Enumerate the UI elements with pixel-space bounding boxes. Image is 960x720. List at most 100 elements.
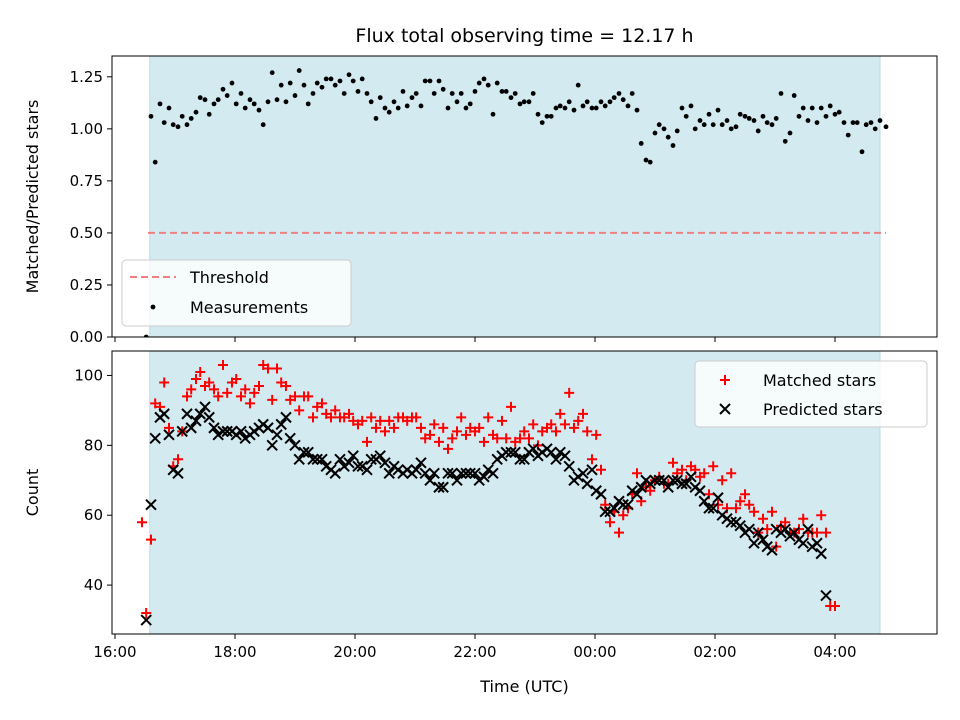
data-point: [724, 118, 730, 123]
axes-frame: [111, 55, 938, 338]
data-point: [265, 99, 271, 105]
data-point: [485, 82, 491, 88]
data-point: [805, 118, 811, 123]
data-point: [236, 391, 246, 402]
data-point: [618, 510, 629, 521]
data-point: [841, 120, 847, 126]
legend-threshold-label: Threshold: [189, 268, 269, 287]
data-point: [595, 488, 607, 500]
data-point: [703, 502, 715, 514]
data-point: [731, 503, 741, 514]
data-point: [186, 384, 197, 395]
data-point: [164, 422, 174, 433]
data-point: [748, 537, 760, 549]
data-point: [546, 419, 557, 430]
data-point: [527, 443, 539, 455]
legend-measurements-label: Measurements: [190, 298, 308, 317]
data-point: [608, 502, 620, 514]
data-point: [859, 149, 865, 155]
series-measurements: [143, 68, 889, 337]
data-point: [685, 471, 697, 483]
data-point: [638, 141, 644, 146]
data-point: [256, 107, 262, 113]
data-point: [146, 534, 156, 545]
data-point: [571, 107, 577, 113]
data-point: [329, 467, 341, 479]
bottom-panel: 40 60 80 100 16:00 18:00 20:00 22:00 00:00 02:00 0…: [23, 350, 938, 696]
data-point: [802, 523, 814, 535]
data-point: [362, 436, 372, 447]
data-point: [760, 113, 766, 119]
data-point: [688, 103, 694, 109]
data-point: [357, 415, 368, 426]
data-point: [519, 426, 530, 437]
data-point: [382, 105, 388, 111]
data-point: [460, 467, 472, 479]
data-point: [562, 105, 568, 111]
data-point: [517, 101, 523, 107]
x-tick-label: 22:00: [453, 643, 496, 661]
data-point: [553, 105, 559, 111]
data-point: [605, 517, 615, 528]
data-point: [442, 467, 454, 479]
data-point: [582, 426, 593, 437]
data-point: [229, 80, 235, 86]
data-point: [280, 411, 292, 424]
series-predicted-stars: [140, 401, 832, 626]
data-point: [830, 601, 840, 612]
data-point: [578, 408, 588, 419]
data-point: [220, 86, 226, 92]
data-point: [631, 488, 643, 500]
legend-box: [694, 360, 928, 428]
axes-frame: [111, 350, 938, 635]
x-tick-label: 18:00: [213, 643, 256, 661]
data-point: [374, 450, 386, 462]
data-point: [622, 499, 634, 511]
data-point: [743, 523, 755, 535]
data-point: [877, 118, 883, 123]
data-point: [715, 107, 721, 113]
x-tick-label: 16:00: [93, 643, 136, 661]
data-point: [206, 111, 212, 117]
data-point: [195, 366, 206, 377]
data-point: [593, 105, 599, 111]
data-point: [166, 105, 172, 111]
data-point: [371, 422, 381, 433]
data-point: [620, 97, 626, 103]
data-point: [656, 122, 662, 128]
data-point: [316, 453, 328, 466]
data-point: [599, 506, 611, 518]
data-point: [433, 481, 445, 493]
data-point: [263, 363, 273, 374]
series-matched-stars: [137, 359, 840, 619]
data-point: [800, 105, 806, 111]
data-point: [240, 384, 251, 395]
data-point: [548, 113, 554, 119]
data-point: [311, 453, 323, 466]
data-point: [764, 120, 770, 126]
data-point: [204, 377, 215, 388]
data-point: [494, 80, 500, 86]
data-point: [668, 457, 678, 468]
data-point: [337, 78, 343, 84]
data-point: [262, 422, 274, 434]
data-point: [863, 122, 869, 128]
data-point: [706, 111, 712, 117]
data-point: [208, 422, 220, 434]
data-point: [386, 109, 392, 115]
y-tick-label: 100: [74, 366, 103, 384]
data-point: [757, 533, 769, 546]
data-point: [254, 380, 264, 391]
data-point: [307, 453, 319, 466]
data-point: [409, 95, 415, 101]
data-point: [330, 405, 341, 416]
data-point: [289, 439, 301, 452]
y-axis-label: Count: [23, 469, 42, 517]
data-point: [431, 91, 437, 96]
data-point: [437, 481, 449, 493]
chart-title: Flux total observing time = 12.17 h: [355, 25, 693, 47]
data-point: [580, 103, 586, 109]
data-point: [506, 401, 516, 412]
data-point: [294, 405, 305, 416]
data-point: [438, 422, 449, 433]
